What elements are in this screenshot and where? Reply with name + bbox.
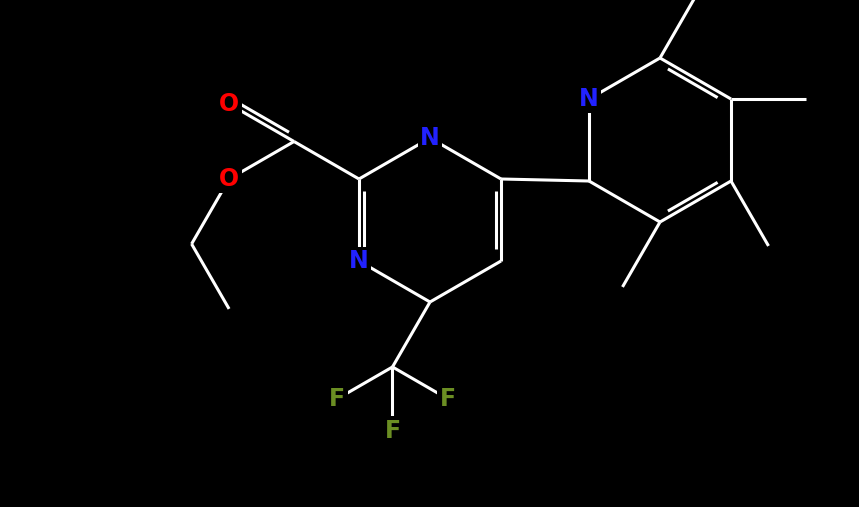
Text: F: F — [385, 419, 400, 443]
Text: O: O — [219, 92, 239, 116]
Text: F: F — [440, 387, 456, 411]
Text: N: N — [349, 249, 369, 273]
Text: N: N — [579, 87, 599, 111]
Text: N: N — [420, 126, 440, 150]
Text: F: F — [329, 387, 345, 411]
Text: O: O — [219, 167, 239, 191]
